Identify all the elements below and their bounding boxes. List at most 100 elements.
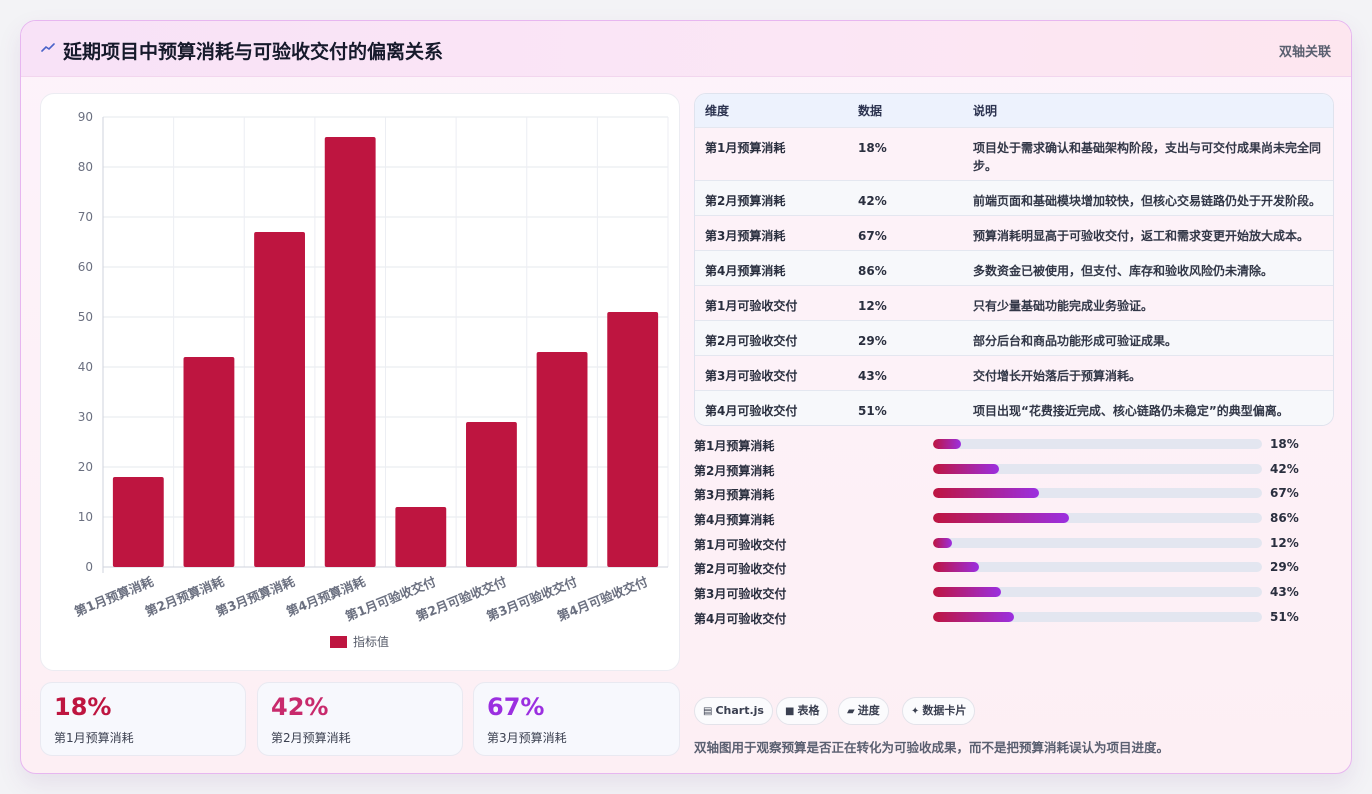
y-tick-label: 50 (78, 310, 93, 324)
progress-label: 第3月可验收交付 (694, 587, 787, 602)
footnote: 双轴图用于观察预算是否正在转化为可验收成果，而不是把预算消耗误认为项目进度。 (694, 740, 1170, 755)
table-cell: 18% (858, 140, 887, 155)
legend-swatch (330, 636, 347, 648)
table-icon: ■ (785, 706, 795, 717)
table-cell: 第2月预算消耗 (705, 193, 786, 208)
progress-label: 第1月预算消耗 (694, 439, 775, 453)
progress-label: 第4月预算消耗 (694, 513, 775, 528)
progress-value: 67% (1270, 486, 1299, 501)
chip-label: 数据卡片 (922, 704, 967, 717)
chip-label: 进度 (857, 704, 880, 717)
progress-track (933, 611, 1262, 622)
progress-value: 18% (1270, 437, 1299, 451)
sparkle-icon: ✦ (911, 706, 920, 717)
progress-label: 第2月可验收交付 (694, 562, 787, 577)
table-cell: 预算消耗明显高于可验收交付，返工和需求变更开始放大成本。 (973, 228, 1310, 243)
table-cell: 第1月预算消耗 (705, 140, 786, 155)
table-row: 第3月可验收交付 43% 交付增长开始落后于预算消耗。 (695, 355, 1333, 390)
table-cell: 项目出现“花费接近完成、核心链路仍未稳定”的典型偏离。 (973, 403, 1289, 418)
table-cell: 第3月预算消耗 (705, 228, 786, 243)
bar-chart: 0 10 20 30 40 50 60 70 80 90 第1月预算消耗第2月预算消耗第3月预算消耗… (72, 110, 669, 649)
progress-fill (933, 562, 979, 573)
progress-row: 第3月预算消耗 67% (694, 482, 1334, 507)
stat-value: 42% (271, 693, 329, 721)
progress-fill (933, 587, 1001, 598)
bar (607, 312, 659, 567)
stat-card: 42% 第2月预算消耗 (257, 682, 463, 756)
bar (395, 507, 447, 567)
table-cell: 42% (858, 193, 887, 208)
dashboard-card: 延期项目中预算消耗与可验收交付的偏离关系 双轴关联 0 10 20 30 40 50 60 7… (20, 20, 1352, 774)
table-row: 第3月预算消耗 67% 预算消耗明显高于可验收交付，返工和需求变更开始放大成本。 (695, 215, 1333, 250)
progress-value: 86% (1270, 511, 1299, 526)
progress-label: 第1月可验收交付 (694, 537, 787, 552)
progress-label: 第2月预算消耗 (694, 463, 775, 478)
progress-row: 第4月预算消耗 86% (694, 507, 1334, 532)
table-cell: 12% (858, 298, 887, 313)
progress-value: 42% (1270, 461, 1299, 476)
table-cell: 前端页面和基础模块增加较快，但核心交易链路仍处于开发阶段。 (973, 193, 1322, 208)
progress-list: 第1月预算消耗 18% 第2月预算消耗 42% 第3月预算消耗 67% 第4月预算消耗 86%… (694, 433, 1334, 631)
chip-table[interactable]: ■ 表格 (776, 697, 829, 725)
progress-track (933, 488, 1262, 499)
progress-track (933, 537, 1262, 548)
table-cell: 67% (858, 228, 887, 243)
bar (466, 422, 517, 567)
bar (324, 137, 376, 567)
table-row: 第2月预算消耗 42% 前端页面和基础模块增加较快，但核心交易链路仍处于开发阶段。 (695, 180, 1333, 215)
progress-value: 29% (1270, 560, 1299, 575)
progress-row: 第3月可验收交付 43% (694, 581, 1334, 606)
chip-chartjs[interactable]: ▤ Chart.js (694, 697, 773, 725)
progress-row: 第2月预算消耗 42% (694, 458, 1334, 483)
y-tick-label: 70 (78, 210, 93, 224)
table-row: 第1月预算消耗 18% 项目处于需求确认和基础架构阶段，支出与可交付成果尚未完全同步… (695, 127, 1333, 180)
table-cell: 第4月预算消耗 (705, 263, 786, 278)
stat-label: 第1月预算消耗 (54, 731, 134, 745)
table-row: 第4月可验收交付 51% 项目出现“花费接近完成、核心链路仍未稳定”的典型偏离。 (695, 390, 1333, 425)
y-tick-label: 10 (78, 510, 93, 524)
table-cell: 43% (858, 368, 887, 383)
progress-label: 第3月预算消耗 (694, 488, 775, 503)
x-tick-label: 第3月预算消耗 (213, 574, 297, 619)
table-header-cell: 说明 (973, 103, 998, 118)
table-cell: 29% (858, 333, 887, 348)
stat-value: 67% (487, 693, 545, 721)
table-cell: 第3月可验收交付 (705, 368, 798, 383)
header-tag: 双轴关联 (1278, 45, 1331, 60)
progress-row: 第1月可验收交付 12% (694, 532, 1334, 557)
stat-label: 第3月预算消耗 (487, 731, 567, 745)
table-header-cell: 数据 (858, 103, 883, 118)
chip-label: 表格 (797, 704, 820, 717)
chip-label: Chart.js (715, 704, 764, 717)
progress-fill (933, 463, 1000, 474)
y-tick-label: 60 (78, 260, 93, 274)
card-header: 延期项目中预算消耗与可验收交付的偏离关系 双轴关联 (21, 21, 1351, 77)
progress-track (933, 463, 1262, 474)
progress-track (933, 562, 1262, 573)
stat-label: 第2月预算消耗 (271, 731, 351, 745)
progress-track (933, 439, 1262, 449)
bar (183, 357, 235, 567)
progress-fill (933, 537, 952, 548)
bar (112, 477, 164, 567)
progress-fill (933, 488, 1039, 499)
progress-fill (933, 611, 1014, 622)
chip-data-cards[interactable]: ✦ 数据卡片 (902, 697, 976, 725)
table-row: 第4月预算消耗 86% 多数资金已被使用，但支付、库存和验收风险仍未清除。 (695, 250, 1333, 285)
progress-row: 第4月可验收交付 51% (694, 606, 1334, 631)
table-cell: 86% (858, 263, 887, 278)
progress-fill (933, 513, 1069, 524)
progress-track (933, 587, 1262, 598)
stat-value: 18% (54, 693, 112, 721)
y-tick-label: 80 (78, 160, 93, 174)
progress-value: 12% (1270, 535, 1299, 550)
table-cell: 第1月可验收交付 (705, 298, 798, 313)
table-cell: 第2月可验收交付 (705, 333, 798, 348)
progress-row: 第2月可验收交付 29% (694, 556, 1334, 581)
y-tick-label: 0 (85, 560, 93, 574)
trend-line-icon (41, 43, 55, 52)
bar-chart-panel: 0 10 20 30 40 50 60 70 80 90 第1月预算消耗 第2月预算消耗 第3月预算消耗… (40, 93, 680, 671)
chip-progress[interactable]: ▰ 进度 (838, 697, 889, 725)
progress-row: 第1月预算消耗 18% (694, 433, 1334, 458)
data-table: 维度 数据 说明 第1月预算消耗 18% 项目处于需求确认和基础架构阶段，支出与可交… (694, 93, 1334, 426)
